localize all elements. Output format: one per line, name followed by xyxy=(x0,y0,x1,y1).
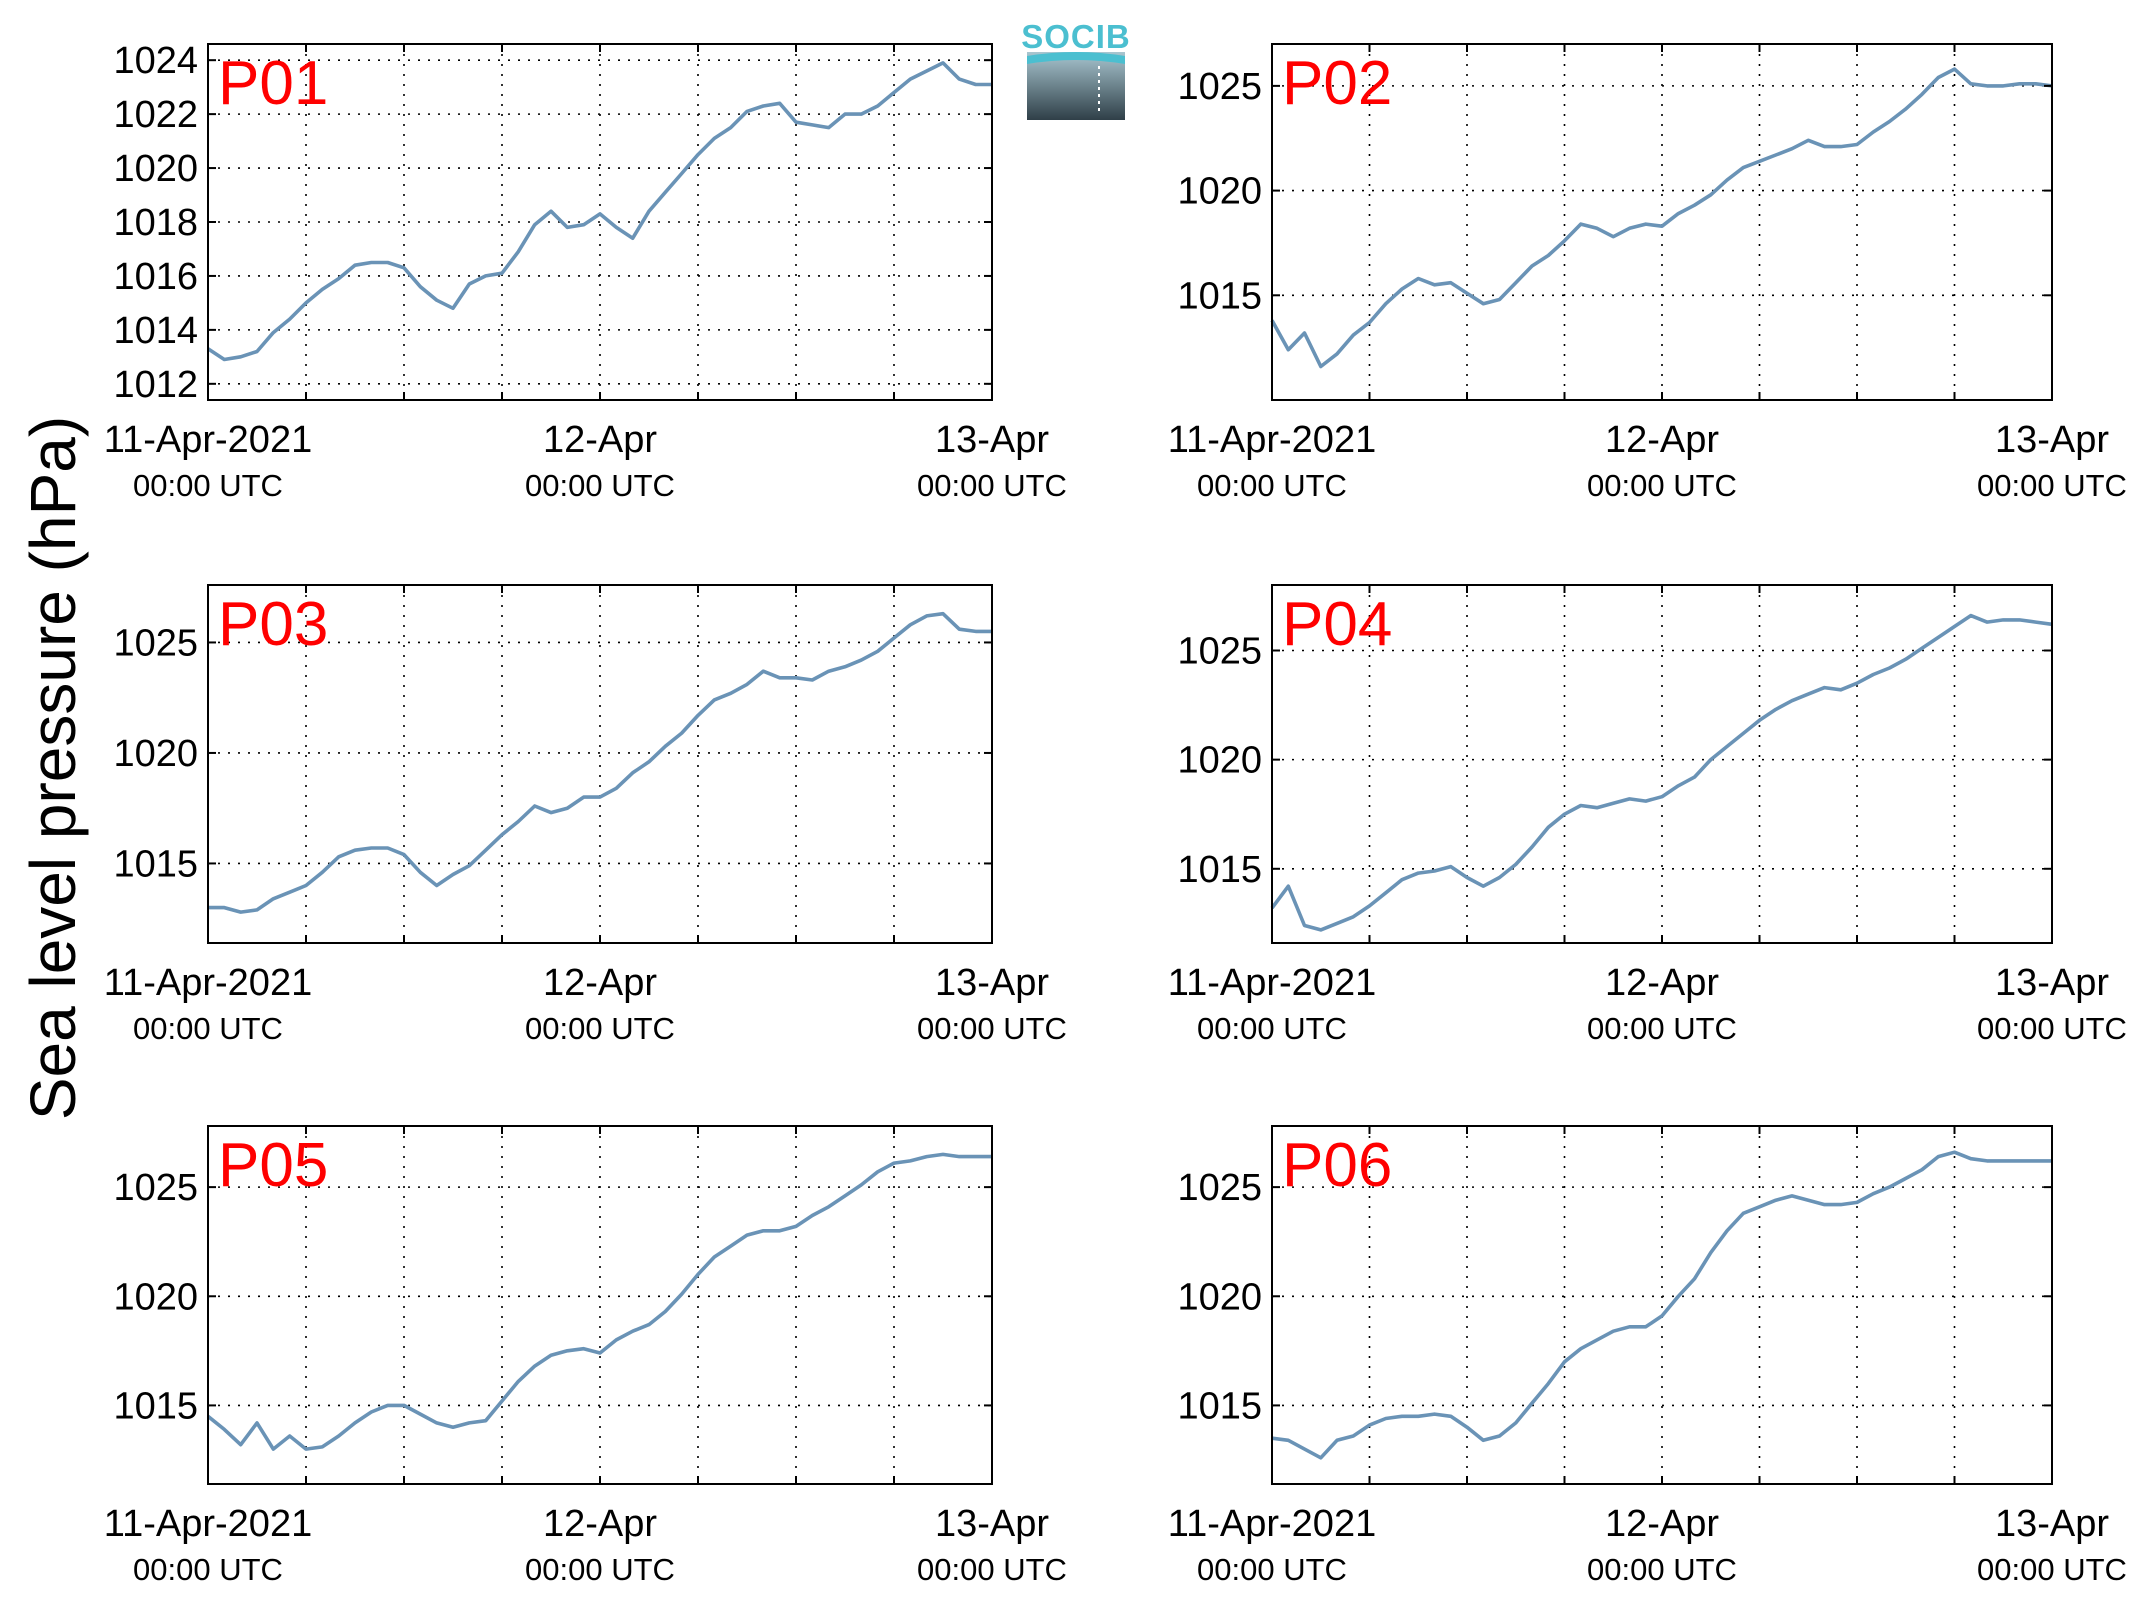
x-tick-label: 12-Apr xyxy=(1605,1503,1719,1545)
y-tick-label: 1020 xyxy=(1177,171,1262,213)
panel-p01: 1012 1014 1016 1018 1020 1022 1024 11-Apr-2021 0… xyxy=(104,40,1067,503)
x-tick-label-time: 00:00 UTC xyxy=(1977,1011,2127,1046)
x-tick-label-time: 00:00 UTC xyxy=(917,1011,1067,1046)
x-tick-label: 12-Apr xyxy=(543,419,657,461)
x-tick-label-time: 00:00 UTC xyxy=(1977,468,2127,503)
series-line-p03 xyxy=(208,611,992,914)
plot-area xyxy=(1272,44,2052,400)
y-tick-label: 1020 xyxy=(113,1276,198,1318)
series-line-p02 xyxy=(1270,67,2053,369)
panel-label: P02 xyxy=(1282,49,1392,118)
x-tick-label-time: 00:00 UTC xyxy=(525,1552,675,1587)
x-tick-label: 12-Apr xyxy=(1605,419,1719,461)
y-tick-label: 1022 xyxy=(113,94,198,136)
x-tick-label: 11-Apr-2021 xyxy=(104,1503,312,1545)
y-tick-label: 1015 xyxy=(1177,849,1262,891)
y-tick-label: 1015 xyxy=(113,1385,198,1427)
y-tick-label: 1015 xyxy=(1177,275,1262,317)
y-tick-label: 1025 xyxy=(1177,630,1262,672)
x-tick-label: 13-Apr xyxy=(1995,962,2109,1004)
x-tick-label: 11-Apr-2021 xyxy=(1168,1503,1376,1545)
panel-label: P03 xyxy=(218,590,328,659)
y-tick-label: 1020 xyxy=(1177,1276,1262,1318)
x-tick-label: 13-Apr xyxy=(935,419,1049,461)
y-tick-label: 1016 xyxy=(113,256,198,298)
y-tick-label: 1025 xyxy=(1177,1167,1262,1209)
x-tick-label-time: 00:00 UTC xyxy=(1587,1011,1737,1046)
y-tick-label: 1025 xyxy=(113,1167,198,1209)
x-tick-label-time: 00:00 UTC xyxy=(1587,1552,1737,1587)
x-tick-label-time: 00:00 UTC xyxy=(133,1552,283,1587)
x-tick-label-time: 00:00 UTC xyxy=(917,468,1067,503)
x-tick-label: 11-Apr-2021 xyxy=(1168,419,1376,461)
x-tick-label-time: 00:00 UTC xyxy=(525,468,675,503)
y-tick-label: 1015 xyxy=(113,843,198,885)
plot-area xyxy=(1272,1126,2052,1484)
y-tick-label: 1020 xyxy=(113,733,198,775)
x-tick-label: 13-Apr xyxy=(1995,419,2109,461)
series-line-p01 xyxy=(207,61,992,362)
panel-p04: 1015 1020 1025 11-Apr-2021 00:00 UTC 12-Apr 00… xyxy=(1168,584,2127,1046)
y-tick-label: 1025 xyxy=(113,622,198,664)
x-tick-label: 11-Apr-2021 xyxy=(104,419,312,461)
y-tick-label: 1012 xyxy=(113,364,198,406)
panel-label: P01 xyxy=(218,49,328,118)
panel-p02: 1015 1020 1025 11-Apr-2021 00:00 UTC 12-Apr 00… xyxy=(1168,43,2127,503)
panel-p05: 1015 1020 1025 11-Apr-2021 00:00 UTC 12-Apr 00… xyxy=(104,1125,1067,1587)
panel-label: P06 xyxy=(1282,1131,1392,1200)
plot-area xyxy=(1272,585,2052,943)
y-tick-label: 1025 xyxy=(1177,66,1262,108)
panel-p06: 1015 1020 1025 11-Apr-2021 00:00 UTC 12-Apr 00… xyxy=(1168,1125,2127,1587)
x-tick-label: 11-Apr-2021 xyxy=(104,962,312,1004)
x-tick-label-time: 00:00 UTC xyxy=(1977,1552,2127,1587)
panel-p03: 1015 1020 1025 11-Apr-2021 00:00 UTC 12-Apr 00… xyxy=(104,584,1067,1046)
x-tick-label: 11-Apr-2021 xyxy=(1168,962,1376,1004)
panel-label: P04 xyxy=(1282,590,1392,659)
x-tick-label-time: 00:00 UTC xyxy=(1197,1011,1347,1046)
x-tick-label: 13-Apr xyxy=(935,962,1049,1004)
x-tick-label: 13-Apr xyxy=(1995,1503,2109,1545)
logo-text: SOCIB xyxy=(1021,18,1131,55)
y-tick-label: 1020 xyxy=(113,148,198,190)
y-tick-label: 1018 xyxy=(113,202,198,244)
panel-label: P05 xyxy=(218,1131,328,1200)
x-tick-label-time: 00:00 UTC xyxy=(1587,468,1737,503)
x-tick-label-time: 00:00 UTC xyxy=(525,1011,675,1046)
x-tick-label-time: 00:00 UTC xyxy=(917,1552,1067,1587)
y-tick-label: 1014 xyxy=(113,310,198,352)
x-tick-label-time: 00:00 UTC xyxy=(133,1011,283,1046)
x-tick-label: 13-Apr xyxy=(935,1503,1049,1545)
socib-logo: SOCIB xyxy=(1021,18,1131,120)
series-line-p05 xyxy=(206,1152,992,1451)
x-tick-label-time: 00:00 UTC xyxy=(1197,1552,1347,1587)
y-tick-label: 1015 xyxy=(1177,1385,1262,1427)
series-line-p04 xyxy=(1270,613,2053,932)
x-tick-label: 12-Apr xyxy=(543,1503,657,1545)
y-axis-label: Sea level pressure (hPa) xyxy=(17,416,89,1120)
series-line-p06 xyxy=(1271,1150,2052,1460)
x-tick-label-time: 00:00 UTC xyxy=(1197,468,1347,503)
y-tick-label: 1020 xyxy=(1177,740,1262,782)
y-tick-label: 1024 xyxy=(113,40,198,82)
plot-area xyxy=(208,585,992,943)
x-tick-label: 12-Apr xyxy=(1605,962,1719,1004)
x-tick-label-time: 00:00 UTC xyxy=(133,468,283,503)
x-tick-label: 12-Apr xyxy=(543,962,657,1004)
